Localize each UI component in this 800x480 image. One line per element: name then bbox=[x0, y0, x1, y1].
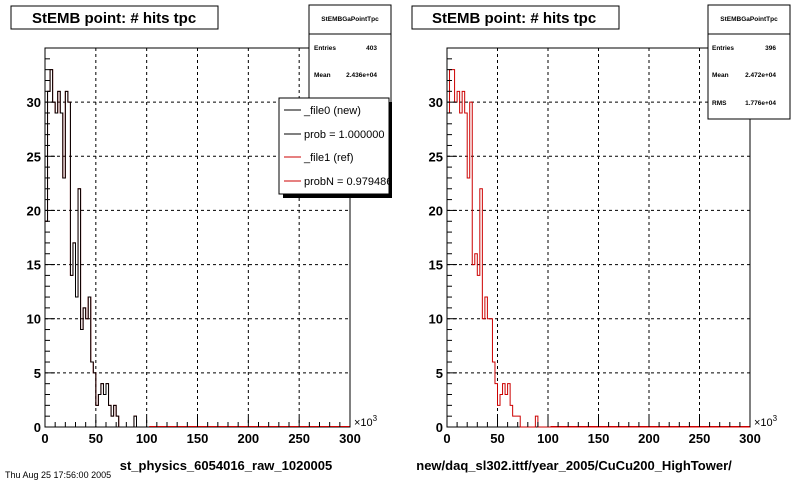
x-tick-label: 200 bbox=[237, 431, 259, 446]
y-tick-label: 25 bbox=[429, 149, 443, 164]
x-tick-label: 50 bbox=[490, 431, 504, 446]
x-tick-label: 0 bbox=[41, 431, 48, 446]
histogram-bars bbox=[447, 69, 750, 428]
legend-label-3: probN = 0.979486 bbox=[304, 176, 392, 188]
axes: 0 50 100 150 200 250 300 0 5 10 15 20 25 30 bbox=[27, 58, 361, 446]
x-tick-label: 100 bbox=[136, 431, 158, 446]
x-axis-title: st_physics_6054016_raw_1020005 bbox=[120, 458, 333, 473]
histogram-panel-left: 0 50 100 150 200 250 300 0 5 10 15 20 25 30 ×103 st_p… bbox=[10, 4, 392, 473]
stats-box: StEMBGaPointTpc Entries 396 Mean 2.472e+… bbox=[707, 4, 791, 120]
stats-name: StEMBGaPointTpc bbox=[321, 16, 379, 23]
stats-value-mean: 2.472e+04 bbox=[745, 72, 776, 79]
x-axis-title: new/daq_sl302.ittf/year_2005/CuCu200_Hig… bbox=[416, 458, 732, 473]
stats-label-mean: Mean bbox=[314, 72, 331, 79]
x-tick-label: 150 bbox=[588, 431, 610, 446]
x-tick-label: 250 bbox=[288, 431, 310, 446]
series-line-1 bbox=[45, 69, 350, 428]
y-tick-label: 0 bbox=[436, 420, 443, 435]
y-tick-label: 20 bbox=[27, 203, 41, 218]
y-tick-label: 15 bbox=[429, 258, 443, 273]
x-tick-label: 250 bbox=[689, 431, 711, 446]
axes: 0 50 100 150 200 250 300 0 5 10 15 20 25 30 bbox=[429, 58, 761, 446]
legend-label-1: prob = 1.000000 bbox=[304, 129, 384, 141]
y-tick-label: 10 bbox=[27, 312, 41, 327]
stats-label-entries: Entries bbox=[314, 45, 336, 52]
stats-label-rms: RMS bbox=[712, 100, 727, 107]
stats-value-mean: 2.436e+04 bbox=[346, 72, 377, 79]
series-line-0 bbox=[447, 69, 750, 428]
x-exponent-label: ×103 bbox=[354, 414, 378, 429]
plot-frame bbox=[446, 47, 751, 428]
x-tick-label: 300 bbox=[739, 431, 761, 446]
footer-timestamp: Thu Aug 25 17:56:00 2005 bbox=[5, 470, 111, 480]
y-tick-label: 30 bbox=[429, 95, 443, 110]
y-tick-label: 20 bbox=[429, 203, 443, 218]
y-tick-label: 10 bbox=[429, 312, 443, 327]
y-tick-label: 5 bbox=[34, 366, 41, 381]
x-tick-label: 300 bbox=[339, 431, 361, 446]
y-tick-label: 5 bbox=[436, 366, 443, 381]
chart-title: StEMB point: # hits tpc bbox=[432, 10, 596, 27]
legend: _file0 (new) prob = 1.000000 _file1 (ref… bbox=[278, 97, 392, 198]
stats-label-mean: Mean bbox=[712, 72, 729, 79]
histogram-bars bbox=[45, 69, 350, 428]
x-exponent-label: ×103 bbox=[754, 414, 778, 429]
stats-value-rms: 1.776e+04 bbox=[745, 100, 776, 107]
legend-label-2: _file1 (ref) bbox=[303, 152, 354, 164]
y-tick-label: 0 bbox=[34, 420, 41, 435]
y-tick-label: 15 bbox=[27, 258, 41, 273]
stats-label-entries: Entries bbox=[712, 45, 734, 52]
title-box bbox=[411, 5, 620, 30]
x-tick-label: 100 bbox=[537, 431, 559, 446]
stats-box: StEMBGaPointTpc Entries 403 Mean 2.436e+… bbox=[308, 4, 392, 116]
y-tick-label: 30 bbox=[27, 95, 41, 110]
grid-lines bbox=[447, 48, 750, 427]
x-tick-label: 0 bbox=[443, 431, 450, 446]
x-tick-label: 50 bbox=[89, 431, 103, 446]
histogram-panel-right: 0 50 100 150 200 250 300 0 5 10 15 20 25 30 ×103 new/… bbox=[411, 4, 791, 473]
x-tick-label: 200 bbox=[638, 431, 660, 446]
stats-value-entries: 403 bbox=[366, 45, 377, 52]
x-tick-label: 150 bbox=[187, 431, 209, 446]
chart-title: StEMB point: # hits tpc bbox=[32, 10, 196, 27]
stats-value-entries: 396 bbox=[765, 45, 776, 52]
y-tick-label: 25 bbox=[27, 149, 41, 164]
title-box bbox=[10, 5, 219, 30]
legend-label-0: _file0 (new) bbox=[303, 105, 361, 117]
stats-name: StEMBGaPointTpc bbox=[720, 16, 778, 23]
